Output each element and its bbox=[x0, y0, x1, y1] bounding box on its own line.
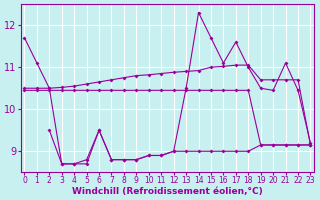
X-axis label: Windchill (Refroidissement éolien,°C): Windchill (Refroidissement éolien,°C) bbox=[72, 187, 263, 196]
